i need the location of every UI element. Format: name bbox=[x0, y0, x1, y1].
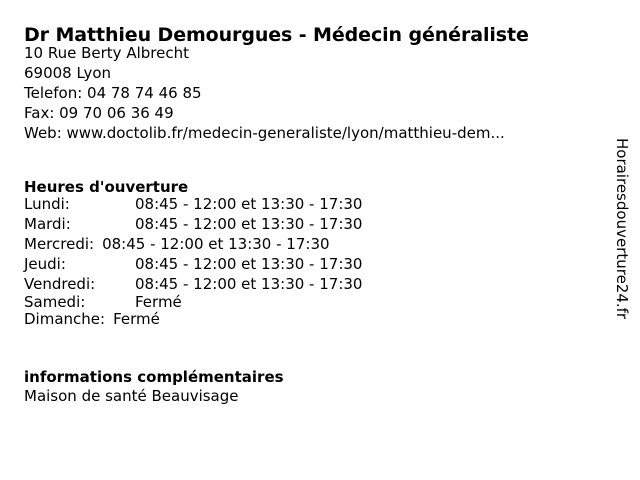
day-hours: 08:45 - 12:00 et 13:30 - 17:30 bbox=[102, 235, 330, 253]
day-label: Samedi: bbox=[24, 293, 86, 311]
website-url: Web: www.doctolib.fr/medecin-generaliste… bbox=[24, 124, 505, 142]
day-label: Mardi: bbox=[24, 215, 71, 233]
day-hours: Fermé bbox=[113, 310, 160, 328]
site-watermark-label: Horairesdouverture24.fr bbox=[613, 138, 631, 320]
contact-block: 10 Rue Berty Albrecht 69008 Lyon Telefon… bbox=[24, 43, 505, 143]
table-row: Jeudi: 08:45 - 12:00 et 13:30 - 17:30 bbox=[24, 254, 362, 274]
table-row: Mercredi: 08:45 - 12:00 et 13:30 - 17:30 bbox=[24, 234, 362, 254]
address-city: 69008 Lyon bbox=[24, 64, 112, 82]
opening-hours-table: Lundi: 08:45 - 12:00 et 13:30 - 17:30 Mar… bbox=[24, 194, 362, 328]
day-hours: Fermé bbox=[135, 293, 182, 311]
day-hours: 08:45 - 12:00 et 13:30 - 17:30 bbox=[135, 215, 363, 233]
day-label: Jeudi: bbox=[24, 255, 66, 273]
page-title: Dr Matthieu Demourgues - Médecin général… bbox=[24, 23, 529, 46]
day-label: Lundi: bbox=[24, 195, 70, 213]
address-street: 10 Rue Berty Albrecht bbox=[24, 44, 189, 62]
phone-number: Telefon: 04 78 74 46 85 bbox=[24, 84, 202, 102]
fax-number: Fax: 09 70 06 36 49 bbox=[24, 104, 174, 122]
day-label: Vendredi: bbox=[24, 275, 96, 293]
table-row: Lundi: 08:45 - 12:00 et 13:30 - 17:30 bbox=[24, 194, 362, 214]
day-hours: 08:45 - 12:00 et 13:30 - 17:30 bbox=[135, 255, 363, 273]
opening-hours-heading: Heures d'ouverture bbox=[24, 178, 189, 197]
day-hours: 08:45 - 12:00 et 13:30 - 17:30 bbox=[135, 195, 363, 213]
day-label: Mercredi: bbox=[24, 235, 95, 253]
table-row: Mardi: 08:45 - 12:00 et 13:30 - 17:30 bbox=[24, 214, 362, 234]
table-row: Samedi: Fermé bbox=[24, 294, 362, 311]
table-row: Vendredi: 08:45 - 12:00 et 13:30 - 17:30 bbox=[24, 274, 362, 294]
day-hours: 08:45 - 12:00 et 13:30 - 17:30 bbox=[135, 275, 363, 293]
additional-info-heading: informations complémentaires bbox=[24, 368, 284, 387]
day-label: Dimanche: bbox=[24, 310, 106, 328]
table-row: Dimanche: Fermé bbox=[24, 311, 362, 328]
additional-info-text: Maison de santé Beauvisage bbox=[24, 387, 239, 405]
